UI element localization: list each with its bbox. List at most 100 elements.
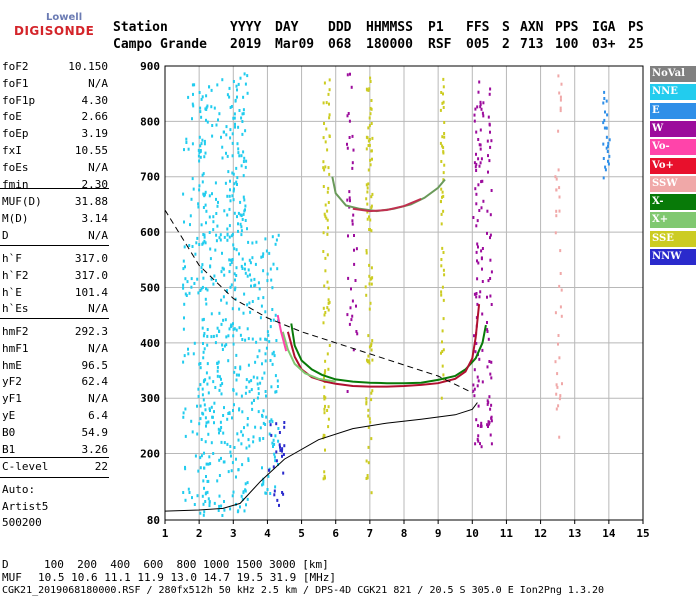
echo-dot xyxy=(201,411,204,415)
echo-dot xyxy=(213,106,216,110)
echo-dot xyxy=(241,433,244,437)
echo-dot xyxy=(247,337,250,341)
echo-dot xyxy=(322,306,325,310)
echo-dot xyxy=(328,78,331,82)
echo-dot xyxy=(489,258,492,262)
echo-dot xyxy=(607,162,610,166)
echo-dot xyxy=(251,241,254,245)
param-row: foF2 10.150 xyxy=(2,60,108,76)
echo-dot xyxy=(367,359,370,363)
echo-dot xyxy=(235,84,238,88)
echo-dot xyxy=(475,250,478,254)
echo-dot xyxy=(476,302,479,306)
echo-dot xyxy=(367,425,370,429)
param-value: N/A xyxy=(88,160,108,174)
x-tick-label: 7 xyxy=(367,527,374,540)
echo-dot xyxy=(230,454,232,458)
echo-dot xyxy=(488,395,491,399)
echo-dot xyxy=(236,142,239,146)
param-name: M(D) xyxy=(2,211,29,225)
echo-dot xyxy=(243,509,246,513)
echo-dot xyxy=(477,90,480,94)
echo-dot xyxy=(477,434,480,438)
echo-dot xyxy=(558,397,561,401)
echo-dot xyxy=(272,350,275,354)
echo-dot xyxy=(478,164,481,168)
echo-dot xyxy=(227,170,230,174)
echo-dot xyxy=(365,400,368,404)
echo-dot xyxy=(557,342,559,346)
echo-dot xyxy=(481,247,484,250)
echo-dot xyxy=(232,409,234,412)
echo-dot xyxy=(557,129,560,133)
echo-dot xyxy=(208,504,211,508)
echo-dot xyxy=(323,313,326,317)
echo-dot xyxy=(235,328,238,332)
header-value: 068 xyxy=(328,37,352,52)
echo-dot xyxy=(182,286,185,290)
echo-dot xyxy=(220,440,223,444)
echo-dot xyxy=(205,209,208,213)
echo-dot xyxy=(213,410,215,414)
echo-dot xyxy=(556,372,559,376)
echo-dot xyxy=(234,125,236,129)
param-separator xyxy=(0,188,109,189)
distance-label: D xyxy=(2,558,9,571)
echo-dot xyxy=(194,454,197,458)
param-name: h`F xyxy=(2,252,22,265)
echo-dot xyxy=(199,366,202,370)
echo-dot xyxy=(205,424,207,428)
echo-dot xyxy=(487,400,490,404)
echo-dot xyxy=(241,338,244,341)
param-row: yF2 62.4 xyxy=(2,375,108,391)
param-value: N/A xyxy=(88,341,108,355)
echo-dot xyxy=(347,112,350,115)
echo-dot xyxy=(202,233,205,236)
echo-dot xyxy=(259,381,262,385)
echo-dot xyxy=(236,95,238,99)
echo-dot xyxy=(214,181,217,185)
echo-dot xyxy=(281,449,283,453)
echo-dot xyxy=(442,268,445,272)
echo-dot xyxy=(486,295,488,299)
echo-dot xyxy=(229,285,232,289)
echo-dot xyxy=(208,376,211,380)
echo-dot xyxy=(442,100,445,104)
echo-dot xyxy=(275,450,278,454)
echo-dot xyxy=(262,296,265,300)
echo-dot xyxy=(190,419,193,423)
param-name: hmF1 xyxy=(2,341,29,355)
echo-dot xyxy=(221,78,224,82)
echo-dot xyxy=(232,322,234,326)
echo-dot xyxy=(199,404,202,408)
echo-dot xyxy=(257,281,260,285)
echo-dot xyxy=(228,95,231,99)
echo-dot xyxy=(188,244,191,247)
param-row: foEs N/A xyxy=(2,161,108,177)
echo-dot xyxy=(440,396,443,400)
echo-dot xyxy=(558,91,561,95)
echo-dot xyxy=(204,203,207,207)
echo-dot xyxy=(225,151,227,155)
echo-dot xyxy=(370,491,373,495)
echo-dot xyxy=(193,503,196,506)
echo-dot xyxy=(199,511,202,515)
echo-dot xyxy=(606,150,609,153)
echo-dot xyxy=(267,474,270,478)
echo-dot xyxy=(479,128,482,132)
echo-dot xyxy=(272,262,275,266)
legend-item: W xyxy=(650,120,696,137)
echo-dot xyxy=(229,106,232,109)
echo-dot xyxy=(197,154,200,158)
echo-dot xyxy=(440,212,443,216)
echo-dot xyxy=(365,147,368,151)
echo-dot xyxy=(199,106,202,110)
echo-dot xyxy=(222,414,225,417)
echo-dot xyxy=(242,174,245,178)
echo-dot xyxy=(489,236,491,240)
echo-dot xyxy=(237,211,240,215)
echo-dot xyxy=(603,126,606,130)
echo-dot xyxy=(477,261,480,265)
echo-dot xyxy=(366,202,369,206)
echo-dot xyxy=(197,148,200,152)
